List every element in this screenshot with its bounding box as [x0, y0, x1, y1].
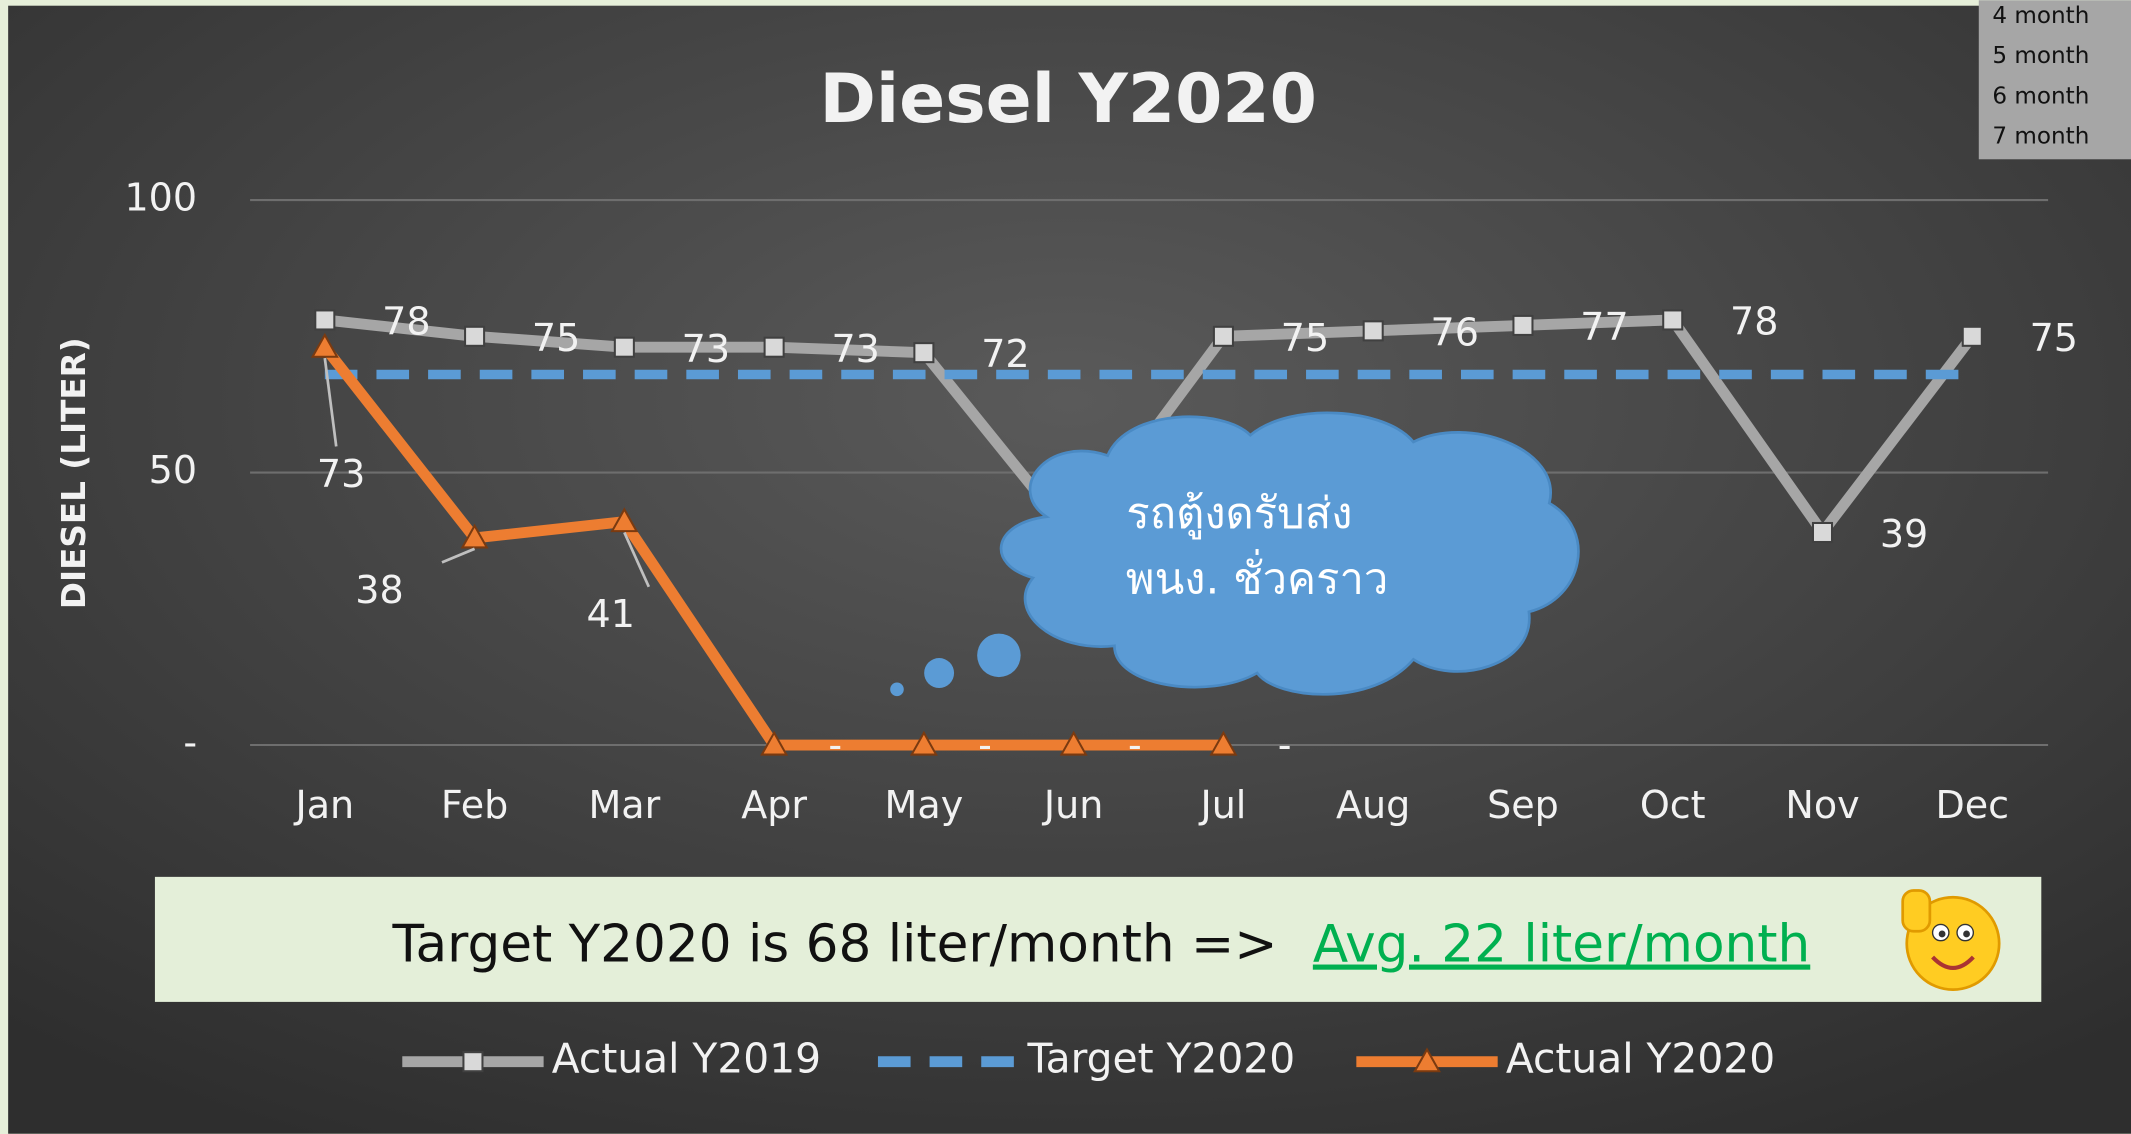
data-label: 77 [1580, 305, 1628, 349]
thumbs-up-emoji [1901, 889, 2001, 992]
y-tick-label: 100 [124, 176, 197, 220]
y-axis-label: DIESEL (LITER) [55, 337, 93, 609]
data-point [1362, 320, 1384, 342]
banner: Target Y2020 is 68 liter/month => Avg. 2… [154, 876, 2042, 1002]
legend-marker [462, 1051, 484, 1073]
corner-list: 4 month 5 month 6 month 7 month [1978, 0, 2131, 160]
y-tick-label: 50 [149, 448, 197, 492]
x-tick-label: Sep [1487, 783, 1559, 827]
corner-item: 6 month [1992, 83, 2089, 109]
leader-line [441, 547, 476, 564]
data-label: 73 [831, 327, 879, 371]
data-label: 72 [981, 332, 1029, 376]
data-label: - [1278, 723, 1292, 767]
data-point [464, 325, 486, 347]
data-label: 38 [355, 568, 403, 612]
data-point [1512, 314, 1534, 336]
data-point [613, 336, 635, 358]
legend: Actual Y2019 Target Y2020 Actual Y2020 [402, 1035, 1775, 1083]
legend-marker [1413, 1047, 1441, 1073]
legend-label: Actual Y2020 [1506, 1035, 1775, 1083]
leader-line [323, 357, 338, 447]
data-point [1662, 309, 1684, 331]
data-label: 41 [587, 592, 635, 636]
data-point [1212, 325, 1234, 347]
x-tick-label: Jul [1198, 783, 1246, 827]
data-label: - [1128, 723, 1142, 767]
data-label: - [828, 723, 842, 767]
x-tick-label: May [885, 783, 964, 827]
banner-highlight: Avg. 22 liter/month [1313, 915, 1810, 975]
data-label: 75 [1281, 316, 1329, 360]
data-point [314, 309, 336, 331]
plot-area: - 50 100 Jan Feb Mar Apr May Jun Jul Aug Sep Oct Nov D… [124, 176, 2078, 827]
x-tick-label: Nov [1785, 783, 1859, 827]
x-tick-label: Mar [588, 783, 660, 827]
data-point [763, 336, 785, 358]
legend-label: Actual Y2019 [552, 1035, 821, 1083]
data-label: 75 [2030, 316, 2078, 360]
data-point [1059, 730, 1088, 756]
annotation-cloud: รถตู้งดรับส่ง พนง. ชั่วคราว [890, 411, 1580, 697]
y-tick-label: - [183, 721, 197, 765]
corner-item: 4 month [1992, 3, 2089, 29]
corner-item: 5 month [1992, 43, 2089, 69]
data-point [909, 730, 938, 756]
data-label: 78 [382, 300, 430, 344]
x-tick-label: Oct [1640, 783, 1706, 827]
banner-text: Target Y2020 is 68 liter/month => [392, 915, 1278, 975]
data-label: 39 [1880, 512, 1928, 556]
data-label: 76 [1431, 310, 1479, 354]
data-point [760, 730, 789, 756]
x-tick-label: Jun [1042, 783, 1103, 827]
annotation-line: พนง. ชั่วคราว [1126, 548, 1388, 604]
data-label: 73 [317, 452, 365, 496]
data-point [610, 507, 639, 533]
x-tick-label: Aug [1336, 783, 1410, 827]
data-point [1961, 325, 1983, 347]
data-point [913, 342, 935, 364]
data-label: 73 [682, 327, 730, 371]
data-point [1811, 521, 1834, 544]
x-tick-label: Feb [441, 783, 508, 827]
data-point [310, 332, 339, 358]
data-point [1209, 730, 1238, 756]
series: 73 38 41 - - - - [310, 332, 1292, 767]
chart-title: Diesel Y2020 [819, 60, 1317, 139]
data-point [460, 523, 489, 549]
x-tick-label: Dec [1935, 783, 2009, 827]
data-label: - [978, 723, 992, 767]
legend-label: Target Y2020 [1026, 1035, 1295, 1083]
leader-line [623, 531, 651, 588]
annotation-line: รถตู้งดรับส่ง [1126, 489, 1352, 540]
corner-item: 7 month [1992, 123, 2089, 149]
banner-box [154, 876, 2042, 1002]
x-tick-label: Apr [741, 783, 807, 827]
x-tick-label: Jan [293, 783, 354, 827]
data-label: 75 [532, 316, 580, 360]
data-label: 78 [1730, 300, 1778, 344]
corner-box [1978, 0, 2131, 160]
